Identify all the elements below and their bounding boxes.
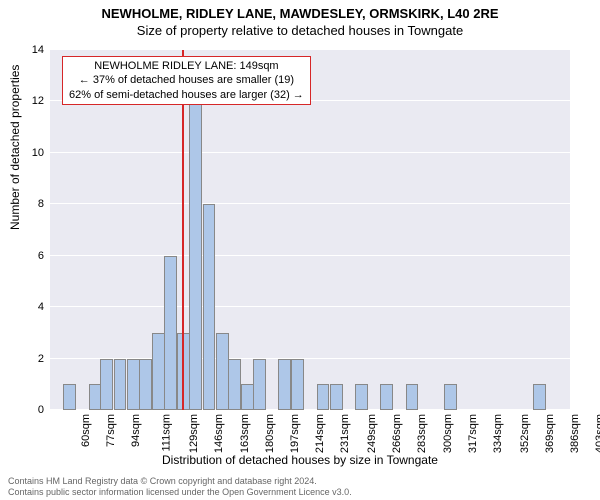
- xtick-label: 180sqm: [264, 414, 276, 453]
- histogram-bar: [127, 359, 140, 410]
- histogram-bar: [241, 384, 254, 410]
- xtick-label: 94sqm: [130, 414, 142, 447]
- xtick-label: 163sqm: [239, 414, 251, 453]
- xtick-label: 300sqm: [442, 414, 454, 453]
- xtick-label: 266sqm: [391, 414, 403, 453]
- histogram-bar: [228, 359, 241, 410]
- histogram-bar: [139, 359, 152, 410]
- histogram-bar: [114, 359, 127, 410]
- x-axis-label: Distribution of detached houses by size …: [0, 453, 600, 467]
- histogram-bar: [317, 384, 330, 410]
- histogram-bar: [406, 384, 419, 410]
- xtick-label: 60sqm: [80, 414, 92, 447]
- histogram-bar: [216, 333, 229, 410]
- chart-container: NEWHOLME, RIDLEY LANE, MAWDESLEY, ORMSKI…: [0, 0, 600, 500]
- gridline: [50, 152, 570, 153]
- histogram-bar: [100, 359, 113, 410]
- annotation-line1: NEWHOLME RIDLEY LANE: 149sqm: [69, 59, 304, 73]
- histogram-bar: [189, 101, 202, 410]
- xtick-label: 129sqm: [188, 414, 200, 453]
- footer-line2: Contains public sector information licen…: [8, 487, 352, 498]
- gridline: [50, 49, 570, 50]
- footer-line1: Contains HM Land Registry data © Crown c…: [8, 476, 352, 487]
- histogram-bar: [63, 384, 76, 410]
- histogram-bar: [355, 384, 368, 410]
- footer: Contains HM Land Registry data © Crown c…: [8, 476, 352, 498]
- xtick-label: 334sqm: [492, 414, 504, 453]
- xtick-label: 214sqm: [314, 414, 326, 453]
- xtick-label: 77sqm: [105, 414, 117, 447]
- histogram-bar: [444, 384, 457, 410]
- histogram-bar: [203, 204, 216, 410]
- xtick-label: 403sqm: [594, 414, 600, 453]
- xtick-label: 231sqm: [339, 414, 351, 453]
- histogram-bar: [291, 359, 304, 410]
- ytick-label: 8: [14, 198, 44, 210]
- gridline: [50, 255, 570, 256]
- histogram-bar: [253, 359, 266, 410]
- histogram-bar: [278, 359, 291, 410]
- ytick-label: 12: [14, 95, 44, 107]
- chart-title-main: NEWHOLME, RIDLEY LANE, MAWDESLEY, ORMSKI…: [0, 0, 600, 21]
- xtick-label: 369sqm: [544, 414, 556, 453]
- chart-title-sub: Size of property relative to detached ho…: [0, 21, 600, 38]
- histogram-bar: [380, 384, 393, 410]
- ytick-label: 10: [14, 147, 44, 159]
- xtick-label: 197sqm: [289, 414, 301, 453]
- xtick-label: 283sqm: [417, 414, 429, 453]
- ytick-label: 0: [14, 404, 44, 416]
- xtick-label: 386sqm: [569, 414, 581, 453]
- annotation-line3: 62% of semi-detached houses are larger (…: [69, 88, 304, 102]
- histogram-bar: [533, 384, 546, 410]
- annotation-line2: ← 37% of detached houses are smaller (19…: [69, 73, 304, 87]
- ytick-label: 2: [14, 353, 44, 365]
- histogram-bar: [164, 256, 177, 410]
- ytick-label: 14: [14, 44, 44, 56]
- annotation-box: NEWHOLME RIDLEY LANE: 149sqm ← 37% of de…: [62, 56, 311, 105]
- histogram-bar: [330, 384, 343, 410]
- histogram-bar: [89, 384, 102, 410]
- histogram-bar: [152, 333, 165, 410]
- xtick-label: 249sqm: [366, 414, 378, 453]
- ytick-label: 6: [14, 250, 44, 262]
- ytick-label: 4: [14, 301, 44, 313]
- xtick-label: 111sqm: [160, 414, 172, 452]
- xtick-label: 317sqm: [467, 414, 479, 453]
- xtick-label: 146sqm: [214, 414, 226, 453]
- gridline: [50, 306, 570, 307]
- xtick-label: 352sqm: [519, 414, 531, 453]
- gridline: [50, 203, 570, 204]
